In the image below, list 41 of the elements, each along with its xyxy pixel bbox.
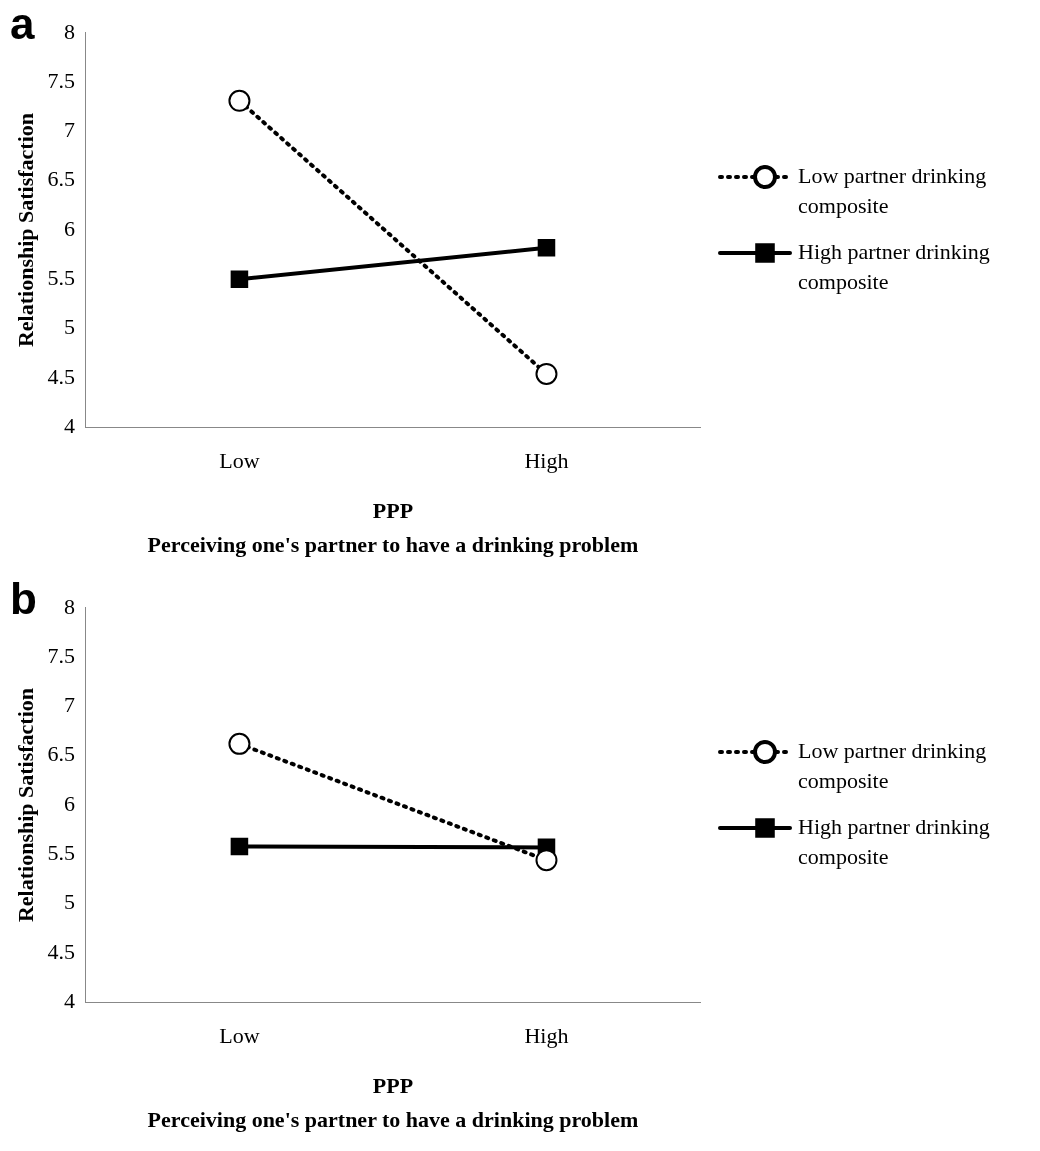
y-tick-label: 6: [63, 215, 75, 241]
point: [230, 837, 249, 856]
y-tick-label: 6: [63, 790, 75, 816]
y-tick-label: 4: [63, 412, 75, 438]
legend-label: Low partner drinking composite: [798, 737, 987, 793]
point: [535, 849, 558, 872]
point: [537, 238, 556, 257]
point: [535, 362, 558, 385]
y-tick-label: 5: [63, 889, 75, 915]
y-tick-label: 4: [63, 987, 75, 1013]
x-axis-title: PPP: [372, 1073, 414, 1099]
legend-label: High partner drinking composite: [798, 813, 990, 869]
x-tick-label: High: [524, 448, 569, 474]
text: Perceiving one's partner to have a drinking problem: [147, 1107, 639, 1133]
y-tick-label: 5.5: [47, 265, 75, 291]
point: [228, 732, 251, 755]
y-axis-title: Relationship Satisfaction: [12, 687, 38, 923]
x-tick-label: Low: [219, 1023, 260, 1049]
chart-title: b: [10, 573, 37, 623]
legend-label: High partner drinking composite: [798, 238, 990, 294]
x-axis-title: PPP: [372, 498, 414, 524]
x-tick-label: Low: [219, 448, 260, 474]
y-tick-label: 5: [63, 314, 75, 340]
text: Perceiving one's partner to have a drinking problem: [147, 532, 639, 558]
point: [230, 270, 249, 289]
y-tick-label: 7.5: [47, 67, 75, 93]
y-tick-label: 5.5: [47, 840, 75, 866]
y-tick-label: 8: [63, 18, 75, 44]
x-tick-label: High: [524, 1023, 569, 1049]
y-axis-title: Relationship Satisfaction: [12, 112, 38, 348]
y-tick-label: 7: [63, 117, 75, 143]
y-tick-label: 4.5: [47, 363, 75, 389]
y-tick-label: 7.5: [47, 642, 75, 668]
point: [228, 89, 251, 112]
y-tick-label: 4.5: [47, 938, 75, 964]
y-tick-label: 7: [63, 692, 75, 718]
legend-label: Low partner drinking composite: [798, 162, 987, 218]
y-tick-label: 6.5: [47, 741, 75, 767]
y-tick-label: 8: [63, 593, 75, 619]
y-tick-label: 6.5: [47, 166, 75, 192]
chart-title: a: [10, 0, 35, 48]
